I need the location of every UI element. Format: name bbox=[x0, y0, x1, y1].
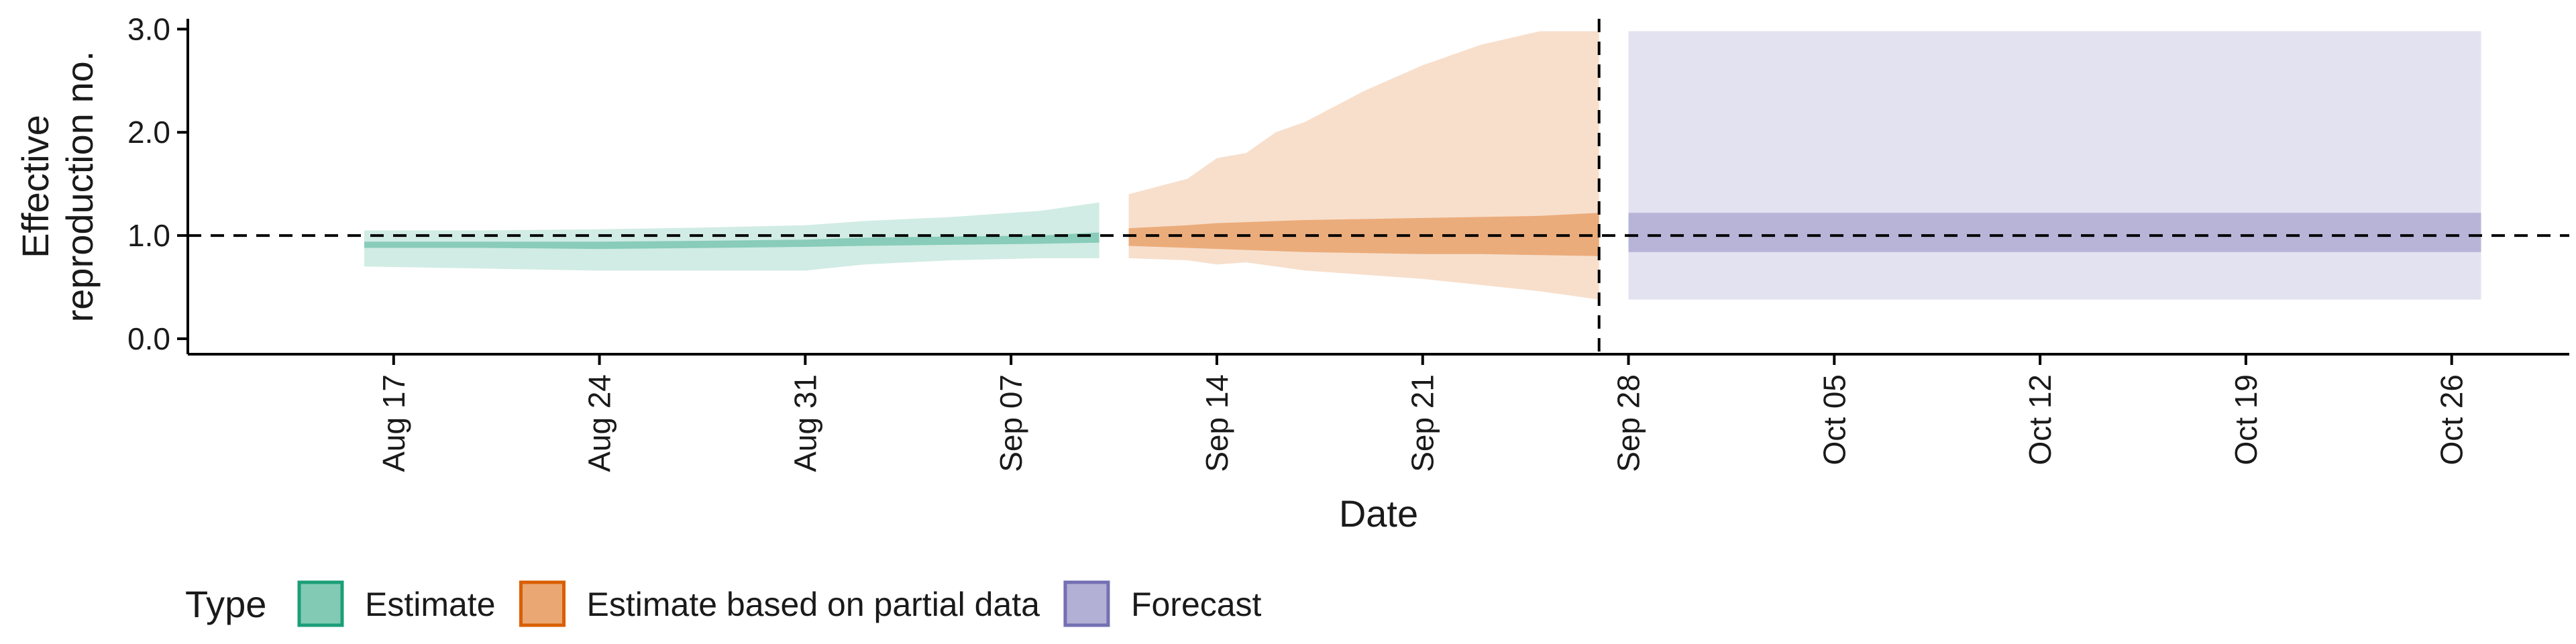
x-tick-label: Aug 17 bbox=[376, 374, 411, 472]
legend-key-series-0 bbox=[297, 580, 344, 627]
x-tick-label: Oct 26 bbox=[2434, 374, 2469, 466]
y-tick-label: 2.0 bbox=[127, 115, 170, 150]
band-inner-series-0 bbox=[364, 232, 1099, 250]
y-tick-label: 0.0 bbox=[127, 321, 170, 356]
y-tick-label: 3.0 bbox=[127, 11, 170, 46]
credible-interval-bands bbox=[364, 31, 2481, 300]
x-tick-label: Sep 28 bbox=[1611, 374, 1646, 472]
x-tick-label: Aug 24 bbox=[582, 374, 617, 472]
x-tick-label: Sep 14 bbox=[1199, 374, 1234, 472]
legend-key-series-1 bbox=[519, 580, 566, 627]
legend-label-series-1: Estimate based on partial data bbox=[587, 586, 1040, 623]
x-tick-label: Sep 21 bbox=[1405, 374, 1440, 472]
legend-label-series-2: Forecast bbox=[1131, 586, 1262, 623]
reference-lines bbox=[188, 19, 2569, 354]
band-outer-series-1 bbox=[1128, 31, 1599, 300]
legend: Type Estimate Estimate based on partial da… bbox=[185, 580, 1262, 627]
x-tick-label: Oct 12 bbox=[2023, 374, 2057, 466]
legend-key-series-2 bbox=[1063, 580, 1110, 627]
y-tick-label: 1.0 bbox=[127, 218, 170, 253]
axes: 0.0 1.0 2.0 3.0 Aug 17 Aug 24 Aug 31 Sep 07 Sep … bbox=[14, 11, 2569, 535]
band-outer-series-0 bbox=[364, 202, 1099, 271]
legend-title: Type bbox=[185, 583, 266, 625]
x-axis-title: Date bbox=[1339, 492, 1418, 535]
x-tick-label: Oct 05 bbox=[1817, 374, 1851, 466]
x-tick-label: Aug 31 bbox=[788, 374, 822, 472]
y-axis-title: Effectivereproduction no. bbox=[14, 51, 101, 323]
y-axis-title-line: Effective bbox=[14, 115, 56, 258]
x-tick-label: Oct 19 bbox=[2229, 374, 2263, 466]
y-axis-title-line: reproduction no. bbox=[58, 51, 101, 323]
legend-label-series-0: Estimate bbox=[365, 586, 496, 623]
band-inner-series-2 bbox=[1628, 213, 2481, 252]
band-outer-series-2 bbox=[1628, 31, 2481, 300]
x-tick-label: Sep 07 bbox=[994, 374, 1028, 472]
